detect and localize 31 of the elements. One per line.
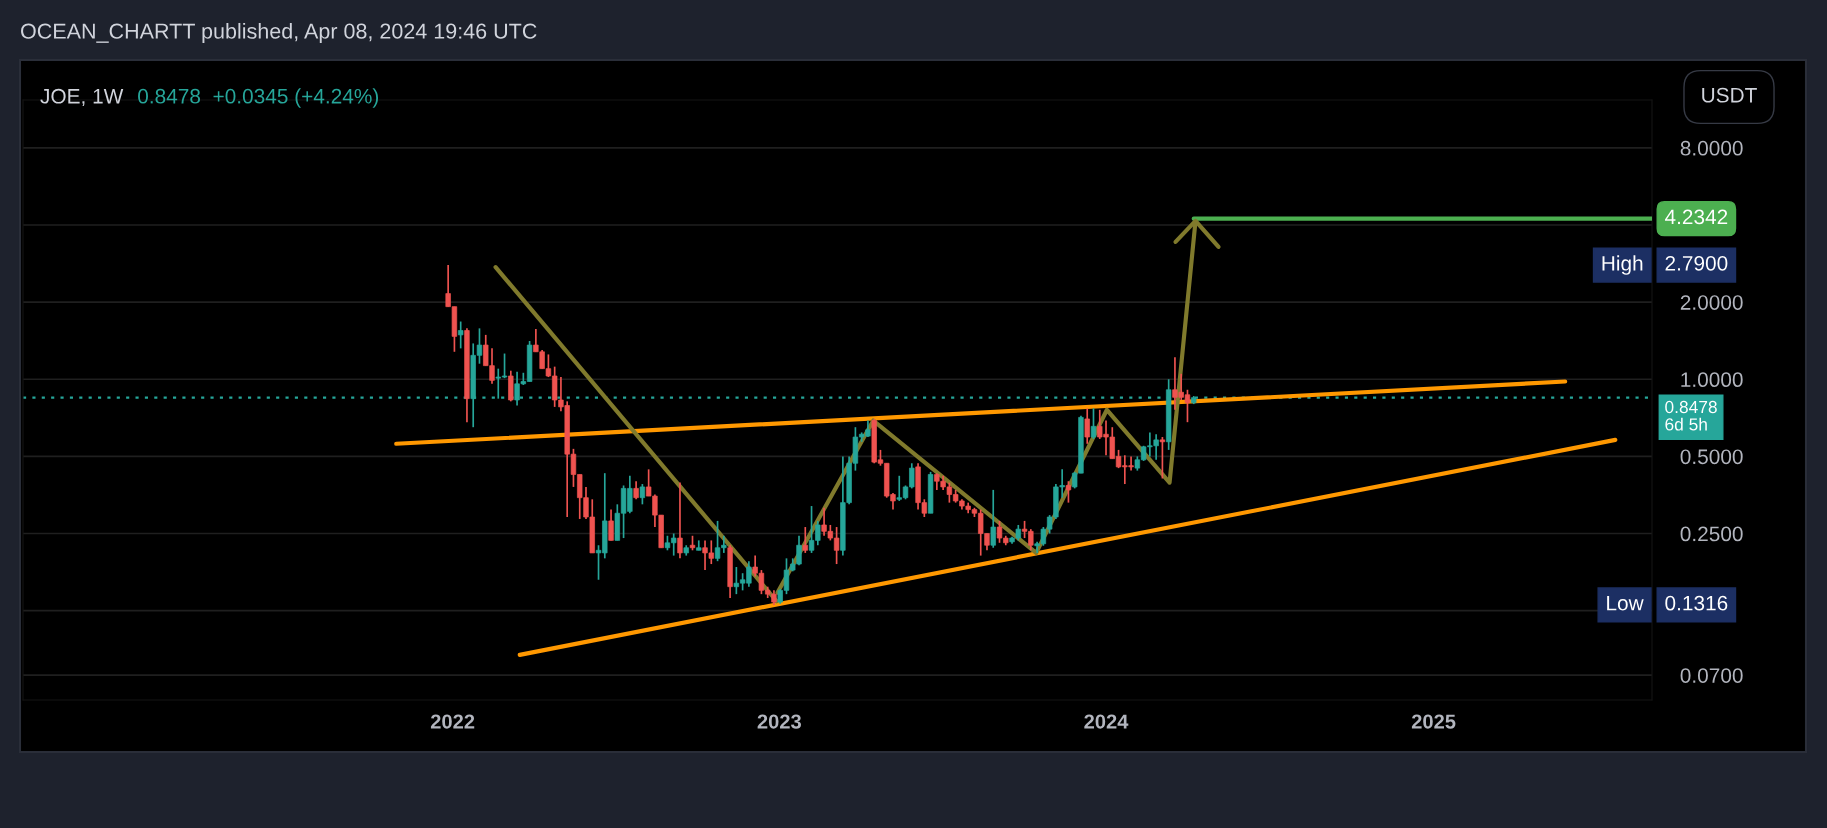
ref-line-label: 0.8478 6d 5h [1665,400,1717,431]
chart-subtitle: 0.8478 +0.0345 (+4.24%) [138,88,379,108]
y-tick-label: 2.0000 [1680,295,1743,310]
y-tick-label: 0.5000 [1680,449,1743,465]
x-tick-label: 2022 [430,714,475,729]
annotation: Low [1607,595,1644,611]
candlestick [1090,407,1097,440]
text: 2.7900 [1665,255,1728,271]
y-tick-label: 0.0700 [1680,668,1743,683]
x-tick-label: 2023 [757,714,801,729]
candlestick [802,526,808,554]
candlestick [1065,480,1072,504]
y-tick-label: 0.2500 [1680,526,1743,542]
candlestick [990,489,996,549]
candlestick [677,481,683,560]
chart-title: JOE, 1W [40,88,124,107]
y-tick-label: 8.0000 [1680,140,1743,156]
candlestick [1084,407,1090,445]
text: USDT [1702,87,1757,103]
x-tick-label: 2025 [1411,714,1456,729]
candlestick [608,508,614,542]
x-tick-label: 2024 [1084,714,1129,729]
text: OCEAN_CHARTT published, Apr 08, 2024 19:46 UTC [21,22,537,44]
y-tick-label: 1.0000 [1681,372,1743,388]
candlestick [639,483,646,506]
data-label: 4.2342 [1664,209,1728,225]
text: 0.1316 [1665,595,1728,611]
candlestick [633,480,639,501]
candlestick [1159,436,1166,480]
annotation: High [1602,255,1643,275]
candlestick [458,320,464,350]
